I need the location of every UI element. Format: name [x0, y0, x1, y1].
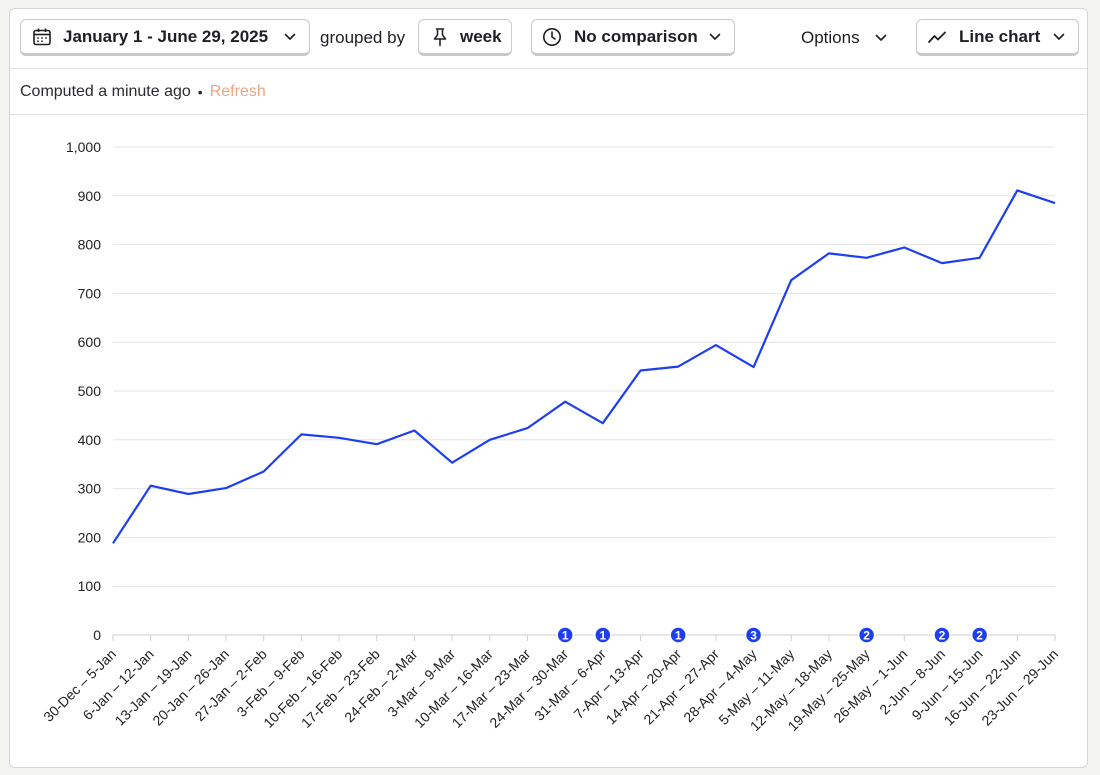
annotation-count: 1: [562, 629, 569, 643]
y-tick-label: 200: [78, 529, 102, 545]
data-point[interactable]: [107, 537, 119, 549]
calendar-icon: [32, 27, 52, 47]
y-tick-label: 1,000: [66, 139, 101, 155]
annotation-badge-circle: [970, 626, 989, 644]
pin-icon: [430, 27, 450, 47]
data-point[interactable]: [672, 361, 684, 373]
data-point[interactable]: [597, 417, 609, 429]
annotation-count: 2: [863, 629, 870, 643]
data-point[interactable]: [295, 428, 307, 440]
data-point[interactable]: [823, 247, 835, 259]
annotation-badge-circle: [744, 626, 763, 644]
chevron-down-icon: [284, 33, 296, 41]
line-chart: 01002003004005006007008009001,00030-Dec …: [40, 139, 1061, 734]
y-tick-label: 600: [78, 334, 102, 350]
comparison-label: No comparison: [574, 26, 698, 46]
y-tick-label: 400: [78, 432, 102, 448]
series-line: [112, 189, 1056, 544]
y-tick-label: 0: [93, 627, 101, 643]
data-point[interactable]: [898, 242, 910, 254]
chart-gridlines: [113, 146, 1055, 636]
insight-panel: January 1 - June 29, 2025 grouped by wee…: [9, 8, 1088, 768]
chart-type-label: Line chart: [959, 26, 1041, 46]
y-tick-label: 800: [78, 237, 102, 253]
annotation-badge-circle: [669, 626, 687, 644]
grouped-by-label: grouped by: [320, 27, 406, 47]
chart-series: [107, 184, 1061, 549]
data-point[interactable]: [145, 480, 157, 492]
y-tick-label: 300: [78, 481, 102, 497]
data-point[interactable]: [333, 432, 345, 444]
annotation-count: 1: [675, 629, 682, 643]
data-point[interactable]: [484, 434, 496, 446]
data-point[interactable]: [408, 425, 420, 437]
chart-axes: 01002003004005006007008009001,00030-Dec …: [40, 139, 1061, 734]
annotation-badge[interactable]: 2: [857, 626, 876, 644]
data-point[interactable]: [936, 257, 948, 269]
annotation-badge-circle: [857, 626, 876, 644]
annotation-count: 2: [976, 629, 983, 643]
options-label: Options: [801, 27, 860, 47]
data-point[interactable]: [974, 252, 986, 264]
data-point[interactable]: [635, 365, 647, 377]
y-tick-label: 100: [78, 578, 102, 594]
annotation-badge-circle: [594, 626, 612, 644]
y-tick-label: 700: [78, 285, 102, 301]
data-point[interactable]: [710, 339, 722, 351]
annotation-badge[interactable]: 1: [669, 626, 687, 644]
data-point[interactable]: [258, 466, 270, 478]
annotation-badge[interactable]: 2: [933, 626, 951, 644]
date-range-label: January 1 - June 29, 2025: [63, 26, 269, 46]
toolbar: January 1 - June 29, 2025 grouped by wee…: [10, 9, 1087, 69]
status-row: Computed a minute ago • Refresh: [10, 68, 1087, 115]
data-point[interactable]: [1011, 184, 1023, 196]
chart-type-button[interactable]: Line chart: [916, 19, 1079, 56]
data-point[interactable]: [371, 438, 383, 450]
annotation-badge-circle: [556, 626, 574, 644]
interval-label: week: [460, 26, 502, 46]
y-tick-label: 900: [78, 188, 102, 204]
interval-button[interactable]: week: [418, 19, 512, 56]
data-point[interactable]: [559, 396, 571, 408]
annotation-badge[interactable]: 2: [970, 626, 989, 644]
comparison-button[interactable]: No comparison: [531, 19, 735, 56]
data-point[interactable]: [785, 274, 797, 286]
options-button[interactable]: Options: [801, 19, 901, 56]
data-point[interactable]: [748, 361, 760, 373]
data-point[interactable]: [182, 488, 194, 500]
date-range-button[interactable]: January 1 - June 29, 2025: [20, 19, 310, 56]
data-point[interactable]: [220, 482, 232, 494]
annotation-count: 3: [750, 629, 757, 643]
annotation-badge[interactable]: 3: [744, 626, 763, 644]
line-chart-icon: [927, 27, 947, 47]
clock-icon: [542, 27, 562, 47]
chart-annotations: 1 1 1 3 2 2 2: [556, 626, 989, 644]
data-point[interactable]: [521, 422, 533, 434]
data-point[interactable]: [446, 457, 458, 469]
chevron-down-icon: [875, 34, 887, 42]
y-tick-label: 500: [78, 383, 102, 399]
chevron-down-icon: [709, 33, 721, 41]
refresh-link[interactable]: Refresh: [209, 82, 266, 100]
status-separator: •: [197, 83, 203, 100]
annotation-badge[interactable]: 1: [556, 626, 574, 644]
data-point[interactable]: [861, 252, 873, 264]
computed-status-text: Computed a minute ago: [20, 82, 191, 100]
chevron-down-icon: [1053, 33, 1065, 41]
data-point[interactable]: [1049, 197, 1061, 209]
annotation-count: 1: [599, 629, 606, 643]
annotation-count: 2: [939, 629, 946, 643]
annotation-badge[interactable]: 1: [594, 626, 612, 644]
annotation-badge-circle: [933, 626, 951, 644]
